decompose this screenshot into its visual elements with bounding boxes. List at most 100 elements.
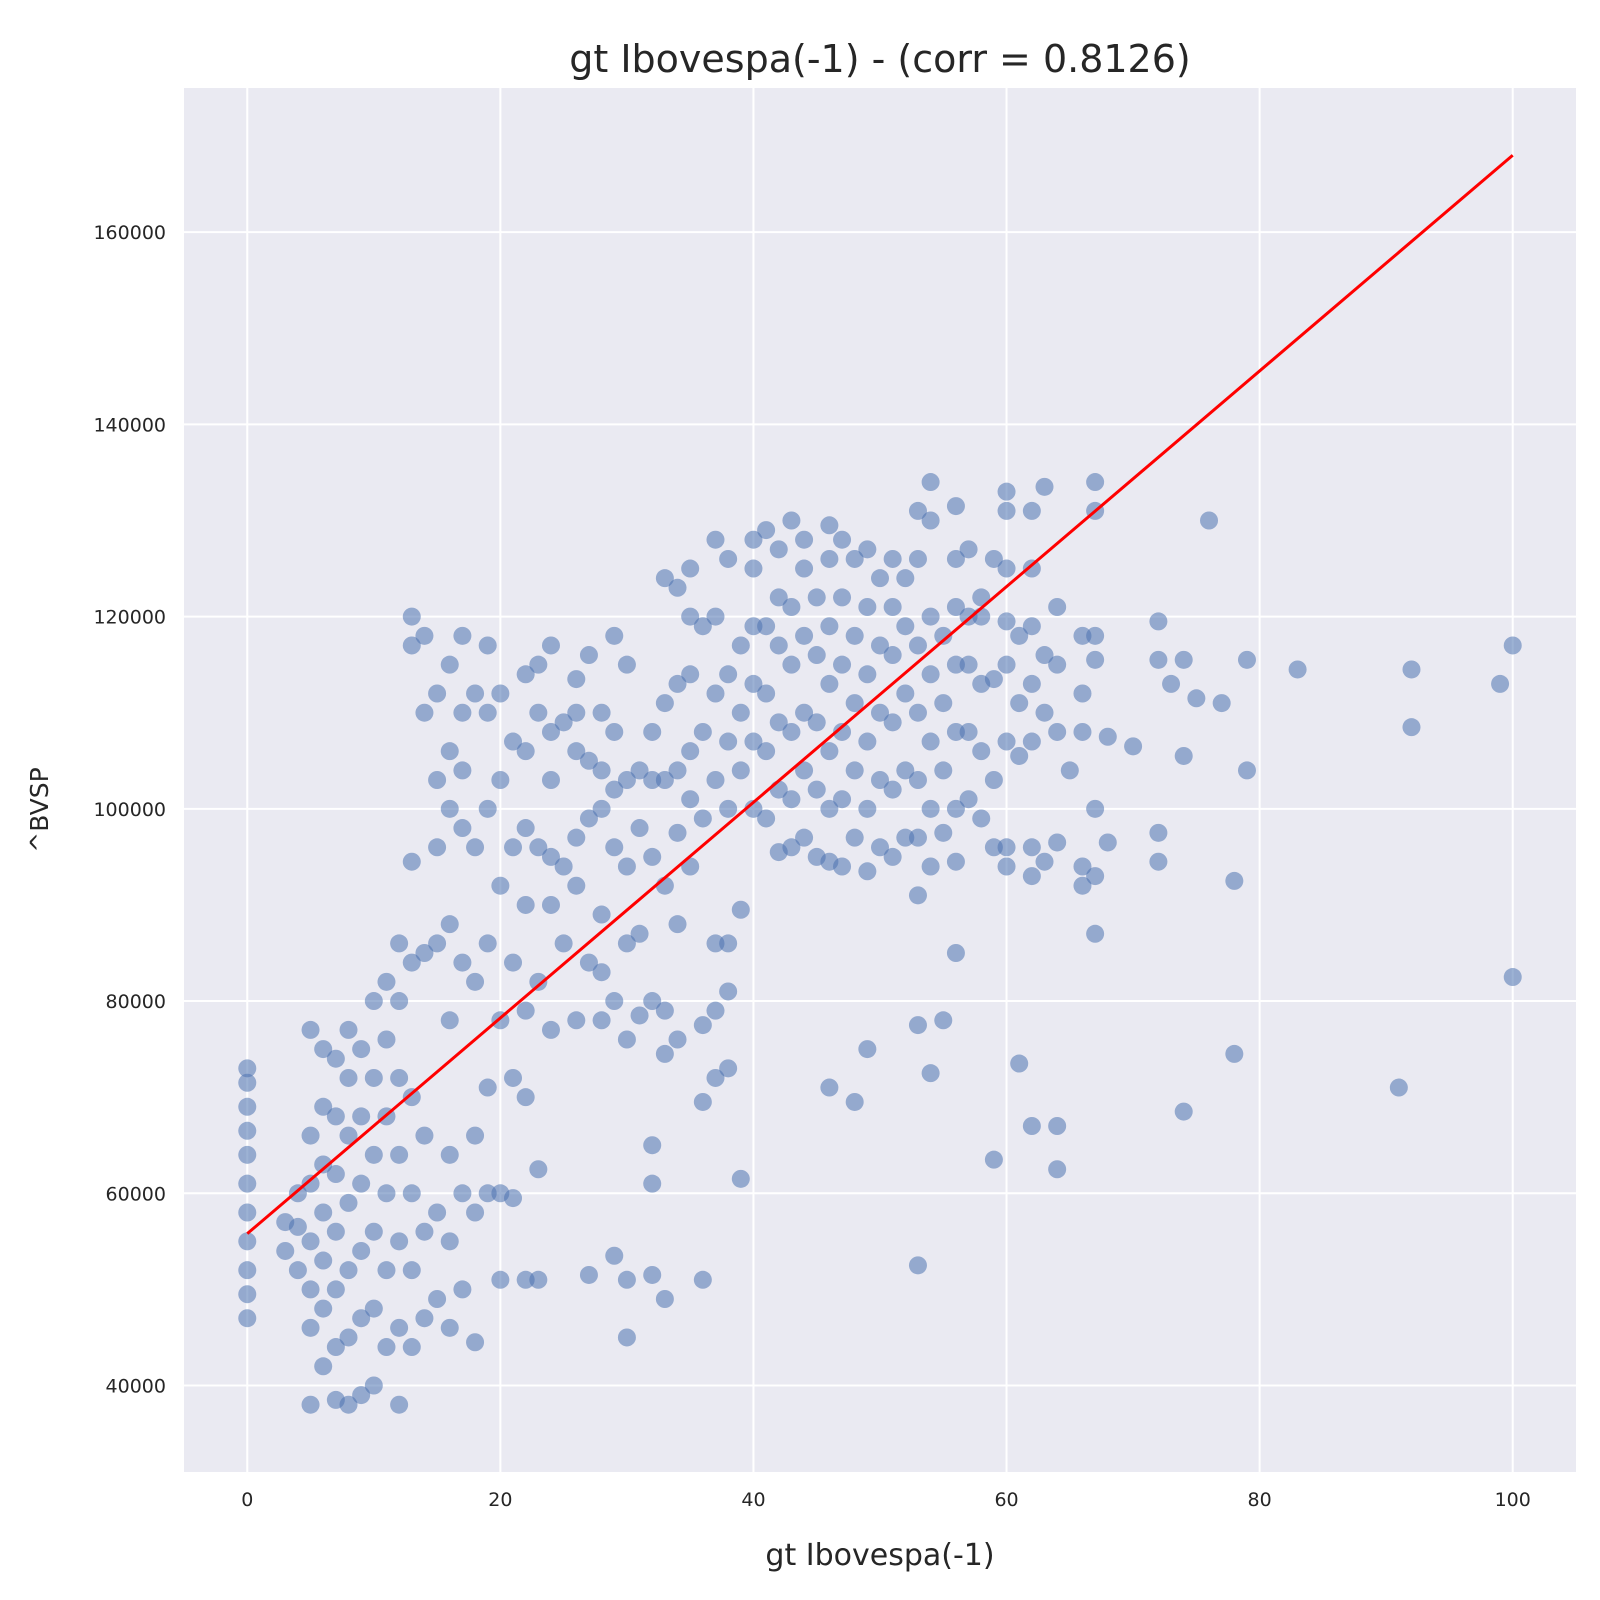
- data-point: [668, 578, 687, 597]
- data-point: [896, 761, 915, 780]
- data-point: [440, 1145, 459, 1164]
- data-point: [1086, 799, 1105, 818]
- data-point: [567, 742, 586, 761]
- data-point: [390, 1318, 409, 1337]
- data-point: [946, 655, 965, 674]
- data-point: [782, 790, 801, 809]
- data-point: [402, 852, 421, 871]
- data-point: [921, 732, 940, 751]
- data-point: [567, 828, 586, 847]
- data-point: [1212, 694, 1231, 713]
- data-point: [390, 992, 409, 1011]
- data-point: [934, 626, 953, 645]
- data-point: [921, 607, 940, 626]
- data-point: [440, 655, 459, 674]
- data-point: [706, 1001, 725, 1020]
- data-point: [858, 1040, 877, 1059]
- data-point: [630, 761, 649, 780]
- data-point: [567, 703, 586, 722]
- data-point: [643, 1265, 662, 1284]
- data-point: [769, 588, 788, 607]
- data-point: [795, 761, 814, 780]
- data-point: [1086, 867, 1105, 886]
- data-point: [820, 742, 839, 761]
- data-point: [744, 674, 763, 693]
- data-point: [643, 992, 662, 1011]
- data-point: [541, 636, 560, 655]
- data-point: [655, 1044, 674, 1063]
- data-point: [820, 549, 839, 568]
- data-point: [795, 703, 814, 722]
- data-point: [453, 626, 472, 645]
- data-point: [630, 924, 649, 943]
- data-point: [478, 1184, 497, 1203]
- data-point: [1022, 501, 1041, 520]
- data-point: [807, 646, 826, 665]
- data-point: [972, 588, 991, 607]
- data-point: [833, 530, 852, 549]
- data-point: [706, 771, 725, 789]
- data-point: [402, 1261, 421, 1280]
- data-point: [1200, 511, 1219, 530]
- data-point: [908, 1016, 927, 1035]
- data-point: [314, 1203, 333, 1222]
- data-point: [1010, 746, 1029, 765]
- data-point: [415, 626, 434, 645]
- data-point: [491, 1270, 510, 1289]
- data-point: [554, 857, 573, 876]
- data-point: [377, 1261, 396, 1280]
- x-tick-label: 60: [994, 1489, 1018, 1511]
- data-point: [567, 670, 586, 689]
- data-point: [972, 809, 991, 828]
- data-point: [706, 684, 725, 703]
- data-point: [1149, 852, 1168, 871]
- x-tick-label: 80: [1248, 1489, 1272, 1511]
- x-tick-label: 0: [241, 1489, 253, 1511]
- data-point: [1035, 477, 1054, 496]
- data-point: [1048, 833, 1067, 852]
- data-point: [934, 1011, 953, 1030]
- data-point: [428, 1290, 447, 1308]
- data-point: [377, 972, 396, 991]
- data-point: [238, 1145, 257, 1164]
- data-point: [858, 540, 877, 559]
- data-point: [820, 1078, 839, 1097]
- chart-title: gt Ibovespa(-1) - (corr = 0.8126): [569, 37, 1191, 81]
- data-point: [516, 1270, 535, 1289]
- data-point: [681, 607, 700, 626]
- data-point: [326, 1107, 345, 1126]
- data-point: [314, 1251, 333, 1270]
- data-point: [453, 953, 472, 972]
- data-point: [364, 1299, 383, 1318]
- data-point: [934, 694, 953, 713]
- data-point: [1402, 660, 1421, 679]
- data-point: [757, 742, 776, 761]
- data-point: [896, 617, 915, 636]
- data-point: [820, 674, 839, 693]
- data-point: [921, 1064, 940, 1083]
- data-point: [301, 1174, 320, 1193]
- y-axis-label: ^BVSP: [25, 767, 54, 852]
- data-point: [820, 617, 839, 636]
- data-point: [946, 549, 965, 568]
- data-point: [288, 1217, 307, 1236]
- data-point: [858, 598, 877, 616]
- data-point: [1060, 761, 1079, 780]
- data-point: [1124, 737, 1143, 756]
- data-point: [238, 1203, 257, 1222]
- data-point: [997, 857, 1016, 876]
- data-point: [478, 934, 497, 953]
- data-point: [946, 799, 965, 818]
- data-point: [428, 684, 447, 703]
- data-point: [314, 1357, 333, 1376]
- data-point: [744, 732, 763, 751]
- data-point: [1010, 1054, 1029, 1073]
- data-point: [352, 1241, 371, 1260]
- data-point: [946, 852, 965, 871]
- data-point: [326, 1165, 345, 1184]
- data-point: [339, 1020, 358, 1039]
- data-point: [706, 934, 725, 953]
- data-point: [883, 713, 902, 732]
- data-point: [554, 934, 573, 953]
- data-point: [908, 828, 927, 847]
